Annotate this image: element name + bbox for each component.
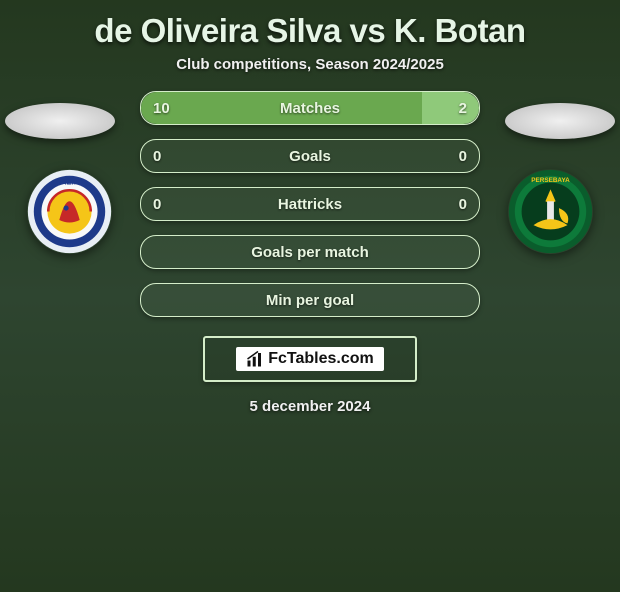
- stat-label: Min per goal: [141, 284, 479, 316]
- club-crest-right: PERSEBAYA: [508, 169, 593, 254]
- stat-value-left: 0: [141, 140, 173, 172]
- svg-text:AREMA: AREMA: [55, 177, 83, 186]
- stat-bar: Min per goal: [140, 283, 480, 317]
- subtitle: Club competitions, Season 2024/2025: [0, 56, 620, 73]
- club-crest-left: AREMA: [27, 169, 112, 254]
- stat-label: Goals: [141, 140, 479, 172]
- date-text: 5 december 2024: [0, 398, 620, 415]
- stat-label: Hattricks: [141, 188, 479, 220]
- stat-bars: 102Matches00Goals00HattricksGoals per ma…: [140, 91, 480, 331]
- stat-bar: 0 0Goals: [140, 139, 480, 173]
- stat-bar: 102Matches: [140, 91, 480, 125]
- svg-text:PERSEBAYA: PERSEBAYA: [531, 177, 570, 184]
- chart-icon: [246, 350, 264, 368]
- stat-label: Goals per match: [141, 236, 479, 268]
- stat-value-left: 0: [141, 188, 173, 220]
- stat-fill-left: [141, 92, 422, 124]
- player-left-photo: [5, 103, 115, 139]
- stat-fill-right: [422, 92, 479, 124]
- brand-box: FcTables.com: [203, 336, 417, 382]
- stat-value-right: 0: [447, 140, 479, 172]
- stat-bar: Goals per match: [140, 235, 480, 269]
- brand-text: FcTables.com: [268, 350, 374, 368]
- stat-value-right: 0: [447, 188, 479, 220]
- brand-logo: FcTables.com: [236, 347, 384, 371]
- comparison-arena: AREMA PERSEBAYA 102Matches00Goals00Hattr…: [0, 91, 620, 326]
- page-title: de Oliveira Silva vs K. Botan: [0, 12, 620, 50]
- stat-bar: 0 0Hattricks: [140, 187, 480, 221]
- player-right-photo: [505, 103, 615, 139]
